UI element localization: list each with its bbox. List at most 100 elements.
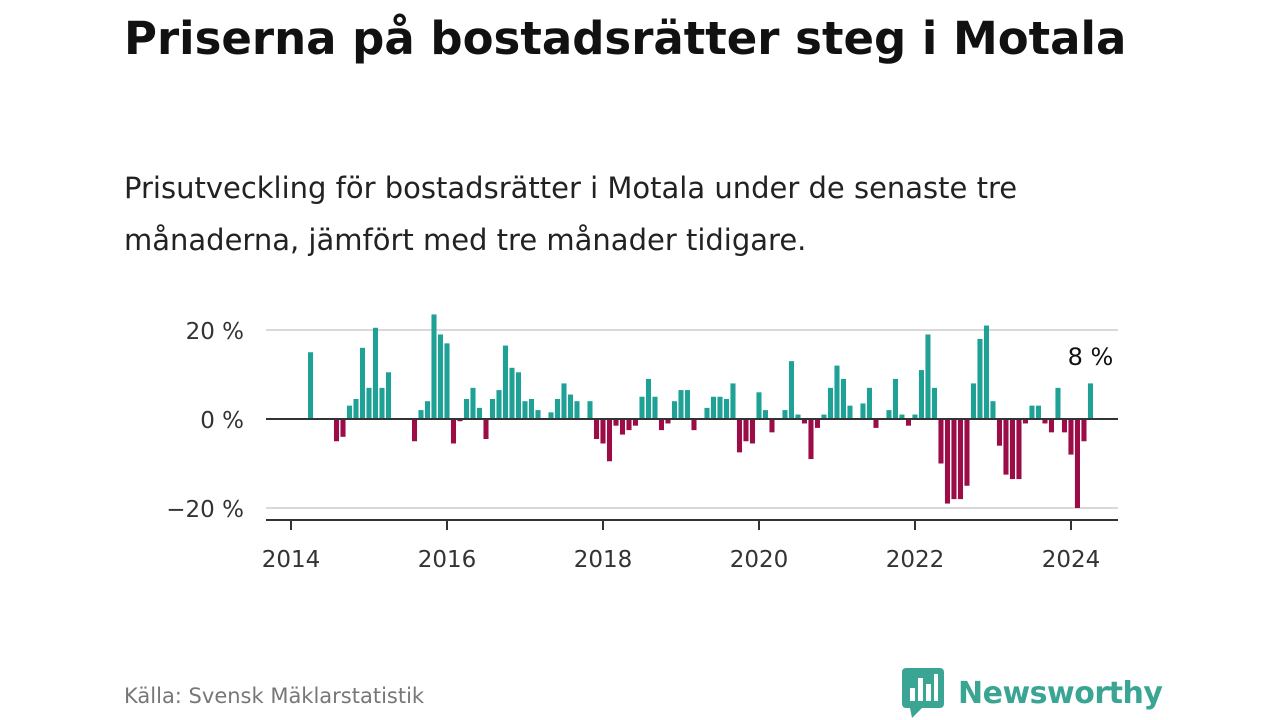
bar <box>918 370 925 419</box>
bar <box>1003 419 1009 475</box>
bar <box>756 392 762 419</box>
bar <box>496 390 502 419</box>
bar <box>574 401 580 419</box>
bar <box>470 387 476 419</box>
bar <box>561 383 567 419</box>
bar <box>333 419 340 442</box>
bar <box>567 394 574 419</box>
bar <box>658 419 665 431</box>
bar <box>762 410 769 419</box>
bar <box>1048 419 1055 433</box>
bar <box>626 419 632 431</box>
bar <box>600 419 606 444</box>
bar <box>866 387 873 419</box>
bar <box>990 401 996 419</box>
bar <box>782 410 788 419</box>
bar <box>385 372 392 419</box>
bar <box>535 410 541 419</box>
bar <box>379 387 385 419</box>
bar <box>424 401 431 419</box>
bar <box>431 314 437 419</box>
bar <box>970 383 977 419</box>
bar <box>548 412 554 419</box>
bar <box>964 419 970 486</box>
y-tick-label: 20 % <box>186 319 244 345</box>
bar <box>587 401 593 419</box>
bar <box>996 419 1003 446</box>
bar <box>730 383 736 419</box>
bar <box>912 414 918 419</box>
axes <box>266 418 1118 530</box>
bar <box>977 338 983 419</box>
bar <box>366 387 372 419</box>
bar <box>886 410 892 419</box>
bar <box>769 419 775 433</box>
bar <box>639 396 645 419</box>
bar <box>827 387 834 419</box>
y-tick-label: 0 % <box>200 408 244 434</box>
bar <box>483 419 489 440</box>
bar <box>983 325 990 419</box>
bar <box>1081 419 1087 442</box>
bar <box>632 419 639 426</box>
bar <box>691 419 697 431</box>
bar <box>418 410 424 419</box>
bar <box>353 398 359 419</box>
bar-series <box>307 314 1094 508</box>
bar <box>717 396 723 419</box>
bar <box>788 361 795 419</box>
grid-lines <box>266 329 1118 509</box>
bar <box>619 419 626 435</box>
bar <box>444 343 450 419</box>
bar <box>359 347 366 419</box>
bar <box>840 378 847 419</box>
bar <box>892 378 899 419</box>
bar <box>457 419 463 422</box>
bar <box>1042 419 1048 424</box>
bar <box>678 390 684 419</box>
bar <box>1022 419 1029 424</box>
bar <box>723 398 730 419</box>
newsworthy-logo[interactable]: Newsworthy <box>902 668 1163 718</box>
bar <box>860 403 866 419</box>
latest-value-annotation: 8 % <box>1068 343 1114 371</box>
x-tick-label: 2018 <box>574 547 633 573</box>
bar <box>801 419 808 424</box>
bar <box>736 419 743 453</box>
bar <box>476 407 483 419</box>
x-tick-label: 2014 <box>262 547 321 573</box>
x-tick-label: 2022 <box>886 547 945 573</box>
bar <box>1061 419 1068 433</box>
chart-title: Priserna på bostadsrätter steg i Motala <box>124 12 1127 65</box>
bar <box>821 414 827 419</box>
x-tick-label: 2016 <box>418 547 477 573</box>
y-tick-label: −20 % <box>166 497 244 523</box>
bar <box>951 419 957 500</box>
bar <box>795 414 801 419</box>
bar <box>899 414 905 419</box>
bar <box>743 419 749 442</box>
bar <box>1009 419 1016 480</box>
bar <box>522 401 528 419</box>
axis-labels: 20 % 0 % −20 % 2014 2016 2018 2020 2022 2024 8 % <box>166 319 1113 573</box>
bar <box>808 419 814 460</box>
bar <box>606 419 613 462</box>
newsworthy-logo-icon <box>902 668 944 718</box>
bar <box>340 419 346 437</box>
bar <box>509 367 515 419</box>
bar <box>905 419 912 426</box>
bar <box>411 419 418 442</box>
bar <box>613 419 619 426</box>
bar <box>554 398 561 419</box>
bar <box>1035 405 1042 419</box>
source-note: Källa: Svensk Mäklarstatistik <box>124 684 425 708</box>
bar <box>645 378 652 419</box>
bar <box>593 419 600 440</box>
bar <box>307 352 314 419</box>
bar <box>652 396 658 419</box>
bar <box>515 372 522 419</box>
bar <box>814 419 821 428</box>
bar <box>528 398 535 419</box>
bar <box>710 396 717 419</box>
